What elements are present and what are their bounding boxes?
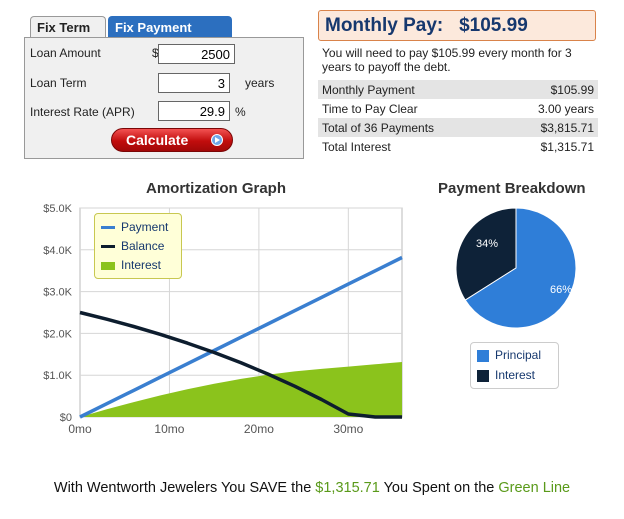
table-row: Total Interest $1,315.71 xyxy=(318,137,598,156)
legend-label-balance: Balance xyxy=(121,239,165,253)
interest-area xyxy=(80,362,402,417)
y-tick-label: $4.0K xyxy=(43,245,72,257)
monthly-pay-value: $105.99 xyxy=(459,15,528,36)
amortization-chart: $0 $1.0K $2.0K $3.0K $4.0K $5.0K 0mo 10mo 20mo 30… xyxy=(43,203,403,436)
monthly-pay-label: Monthly Pay: xyxy=(325,15,444,36)
row-label: Total of 36 Payments xyxy=(318,118,501,137)
balance-swatch-icon xyxy=(101,245,115,249)
calculator-panel: Loan Amount $ Loan Term years Interest R… xyxy=(24,37,304,159)
interest-rate-input[interactable] xyxy=(158,101,230,121)
payment-line xyxy=(79,255,403,419)
loan-amount-input[interactable] xyxy=(158,44,235,64)
footer-middle: You Spent on the xyxy=(383,480,495,496)
y-tick-label: $5.0K xyxy=(43,203,72,215)
row-label: Total Interest xyxy=(322,139,391,154)
legend-label-pie-interest: Interest xyxy=(495,368,536,382)
payment-description: You will need to pay $105.99 every month… xyxy=(322,46,572,74)
x-tick-label: 30mo xyxy=(333,422,363,436)
amortization-chart-title: Amortization Graph xyxy=(146,180,287,197)
interest-rate-label: Interest Rate (APR) xyxy=(30,105,135,119)
loan-amount-label: Loan Amount xyxy=(30,46,101,60)
row-value: 3.00 years xyxy=(537,101,594,116)
pie-chart-title: Payment Breakdown xyxy=(438,180,586,197)
footer-amount: $1,315.71 xyxy=(315,480,380,496)
payment-breakdown-pie: 34% 66% xyxy=(455,207,577,329)
arrow-right-icon xyxy=(211,134,223,146)
legend-item-balance[interactable]: Balance xyxy=(101,239,164,255)
tab-fix-payment[interactable]: Fix Payment xyxy=(108,16,232,38)
pie-legend: Principal Interest xyxy=(470,342,559,389)
pie-slice-principal xyxy=(464,207,577,329)
calculate-button-label: Calculate xyxy=(126,132,189,148)
table-row: Monthly Payment $105.99 xyxy=(318,80,598,99)
legend-item-interest[interactable]: Interest xyxy=(101,258,161,274)
y-tick-label: $2.0K xyxy=(43,328,72,340)
footer-prefix: With Wentworth Jewelers You SAVE the xyxy=(53,480,312,496)
row-label: Monthly Payment xyxy=(318,80,501,99)
principal-swatch-icon xyxy=(477,349,489,362)
x-tick-label: 0mo xyxy=(68,422,92,436)
calculate-button[interactable]: Calculate xyxy=(111,128,233,152)
legend-label-interest: Interest xyxy=(121,258,162,272)
x-tick-label: 20mo xyxy=(244,422,274,436)
legend-label-payment: Payment xyxy=(121,220,169,234)
interest-swatch-icon xyxy=(101,261,115,270)
table-row: Time to Pay Clear 3.00 years xyxy=(318,99,598,118)
monthly-pay-header: Monthly Pay: $105.99 xyxy=(318,10,596,41)
legend-item-payment[interactable]: Payment xyxy=(101,220,168,236)
pie-interest-swatch-icon xyxy=(477,369,489,382)
pie-label-interest: 34% xyxy=(476,238,498,250)
legend-label-principal: Principal xyxy=(495,348,542,362)
row-label: Time to Pay Clear xyxy=(322,101,418,116)
tab-fix-term[interactable]: Fix Term xyxy=(30,16,106,38)
amortization-legend: Payment Balance Interest xyxy=(94,213,182,279)
row-value: $105.99 xyxy=(500,80,598,99)
table-row: Total of 36 Payments $3,815.71 xyxy=(318,118,598,137)
y-tick-label: $3.0K xyxy=(43,287,72,299)
loan-term-unit: years xyxy=(245,76,275,90)
interest-rate-unit: % xyxy=(235,105,246,119)
row-value: $1,315.71 xyxy=(540,139,594,154)
savings-banner: With Wentworth Jewelers You SAVE the $1,… xyxy=(0,480,624,496)
legend-item-principal[interactable]: Principal xyxy=(477,348,541,364)
x-tick-label: 10mo xyxy=(154,422,184,436)
legend-item-pie-interest[interactable]: Interest xyxy=(477,368,535,384)
y-tick-label: $1.0K xyxy=(43,370,72,382)
loan-term-input[interactable] xyxy=(158,73,230,93)
summary-table: Monthly Payment $105.99 Time to Pay Clear… xyxy=(318,80,598,156)
loan-term-label: Loan Term xyxy=(30,76,87,90)
footer-line-name: Green Line xyxy=(498,480,571,496)
payment-swatch-icon xyxy=(101,226,115,230)
row-value: $3,815.71 xyxy=(500,118,598,137)
y-tick-label: $0 xyxy=(60,412,72,424)
currency-symbol: $ xyxy=(152,46,159,60)
pie-label-principal: 66% xyxy=(550,284,572,296)
balance-line xyxy=(79,310,402,419)
